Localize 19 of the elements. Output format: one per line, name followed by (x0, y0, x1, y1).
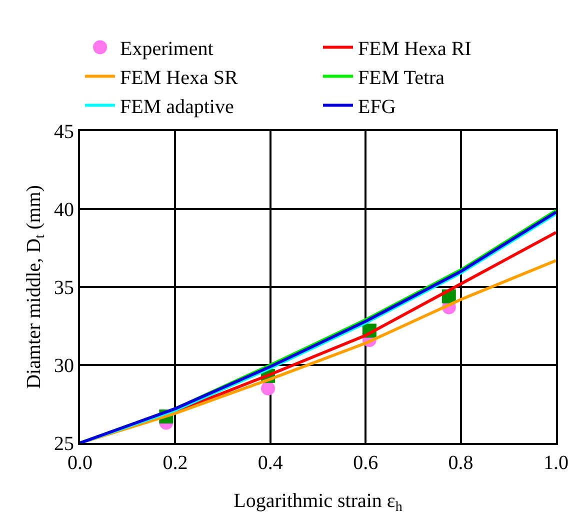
legend-label: FEM Tetra (358, 67, 445, 90)
y-tick-label: 40 (54, 199, 74, 221)
x-tick-label: 1.0 (544, 452, 568, 474)
y-tick-label: 25 (54, 433, 74, 455)
x-tick-label: 0.0 (68, 452, 92, 474)
y-tick-label: 35 (54, 277, 74, 299)
y-tick-label: 30 (54, 355, 74, 377)
legend-label: FEM adaptive (120, 96, 234, 118)
legend-label: Experiment (120, 38, 214, 60)
legend-label: EFG (358, 96, 396, 118)
legend-label: FEM Hexa SR (120, 67, 238, 90)
legend-label: FEM Hexa RI (358, 38, 472, 60)
x-tick-label: 0.2 (162, 452, 188, 474)
x-tick-label: 0.6 (353, 452, 378, 474)
point (261, 381, 276, 396)
x-tick-label: 0.8 (448, 452, 474, 474)
x-tick-label: 0.4 (258, 452, 283, 474)
x-axis-title: Logarithmic strain ε$_{h}$ (234, 490, 402, 516)
y-tick-label: 45 (54, 121, 74, 143)
